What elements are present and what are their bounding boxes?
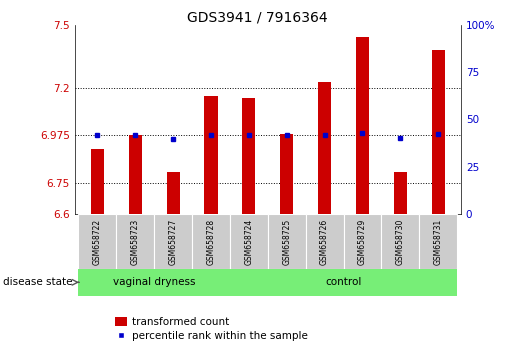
Text: GSM658723: GSM658723 (131, 218, 140, 265)
Bar (78, 214, 116, 269)
Bar (280, 134, 294, 214)
Bar (166, 172, 180, 214)
Bar (382, 214, 419, 269)
Text: GSM658724: GSM658724 (244, 218, 253, 265)
Bar (78, 269, 230, 296)
Text: control: control (325, 277, 362, 287)
Bar (356, 38, 369, 214)
Text: GSM658725: GSM658725 (282, 218, 291, 265)
Bar (230, 214, 268, 269)
Text: GDS3941 / 7916364: GDS3941 / 7916364 (187, 11, 328, 25)
Bar (204, 96, 218, 214)
Bar (154, 214, 192, 269)
Text: GSM658726: GSM658726 (320, 218, 329, 265)
Bar (230, 269, 457, 296)
Text: GSM658728: GSM658728 (207, 218, 215, 265)
Bar (192, 214, 230, 269)
Text: GSM658722: GSM658722 (93, 218, 102, 265)
Bar (129, 135, 142, 214)
Bar (344, 214, 382, 269)
Bar (432, 50, 445, 214)
Bar (116, 214, 154, 269)
Bar (268, 214, 306, 269)
Text: GSM658731: GSM658731 (434, 218, 443, 265)
Text: disease state: disease state (3, 277, 72, 287)
Bar (242, 98, 255, 214)
Bar (91, 149, 104, 214)
Text: vaginal dryness: vaginal dryness (113, 277, 196, 287)
Bar (318, 81, 331, 214)
Text: GSM658729: GSM658729 (358, 218, 367, 265)
Legend: transformed count, percentile rank within the sample: transformed count, percentile rank withi… (115, 317, 308, 341)
Bar (393, 172, 407, 214)
Text: GSM658727: GSM658727 (168, 218, 178, 265)
Bar (306, 214, 344, 269)
Text: GSM658730: GSM658730 (396, 218, 405, 265)
Bar (419, 214, 457, 269)
